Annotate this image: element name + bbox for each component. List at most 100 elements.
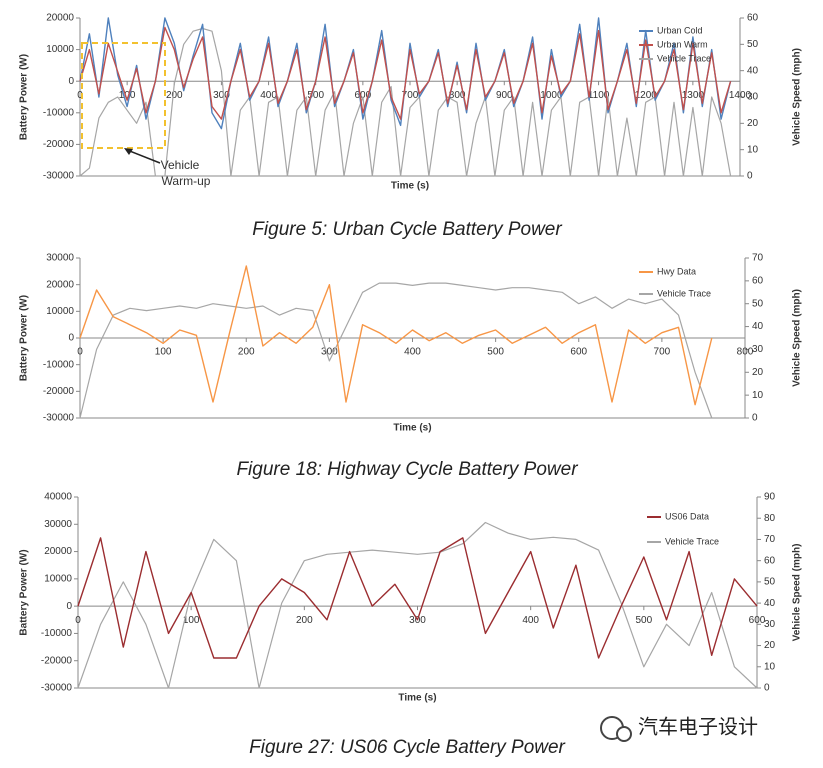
y2-tick-label: 50 (764, 577, 776, 588)
x-tick-label: 900 (496, 90, 513, 101)
chart: -30000-20000-100000100002000030000400000… (19, 492, 803, 758)
x-tick-label: 200 (296, 615, 313, 626)
y2-tick-label: 60 (747, 13, 759, 24)
x-tick-label: 1400 (729, 90, 752, 101)
series-line (79, 17, 732, 130)
y-tick-label: -30000 (43, 413, 75, 424)
annotation: Warm-up (162, 174, 211, 188)
series-line (79, 27, 732, 177)
warmup-arrow (126, 149, 161, 164)
series-line (79, 282, 713, 419)
y2-tick-label: 20 (764, 640, 776, 651)
x-tick-label: 0 (77, 90, 83, 101)
legend-label: Vehicle Trace (657, 53, 711, 63)
x-tick-label: 100 (155, 347, 172, 358)
x-tick-label: 400 (260, 90, 277, 101)
x-tick-label: 600 (355, 90, 372, 101)
watermark-text: 汽车电子设计 (638, 715, 758, 739)
y2-tick-label: 30 (764, 619, 776, 630)
legend-label: Vehicle Trace (657, 288, 711, 298)
x-tick-label: 500 (307, 90, 324, 101)
x-tick-label: 700 (402, 90, 419, 101)
x-tick-label: 100 (183, 615, 200, 626)
x-tick-label: 300 (213, 90, 230, 101)
x-tick-label: 800 (737, 347, 754, 358)
y-tick-label: 10000 (46, 44, 74, 55)
x-tick-label: 1100 (588, 90, 610, 101)
y-tick-label: 30000 (46, 253, 74, 264)
x-tick-label: 600 (749, 615, 766, 626)
legend-label: Vehicle Trace (665, 536, 719, 546)
y-tick-label: 20000 (46, 13, 74, 24)
series-line (79, 265, 713, 406)
y-axis-label: Battery Power (W) (19, 295, 30, 381)
watermark-icon (616, 726, 632, 742)
x-tick-label: 0 (75, 615, 81, 626)
y-tick-label: -30000 (43, 171, 75, 182)
series-line (77, 537, 758, 659)
y2-tick-label: 20 (752, 367, 764, 378)
x-tick-label: 700 (654, 347, 671, 358)
x-tick-label: 200 (238, 347, 255, 358)
y2-tick-label: 30 (752, 344, 764, 355)
figure-caption: Figure 5: Urban Cycle Battery Power (252, 219, 562, 240)
y-tick-label: -20000 (43, 139, 75, 150)
y2-tick-label: 50 (752, 298, 764, 309)
x-tick-label: 500 (635, 615, 652, 626)
annotation: Vehicle (161, 158, 200, 172)
series-line (77, 521, 758, 689)
y-tick-label: -20000 (41, 655, 73, 666)
y2-tick-label: 40 (752, 321, 764, 332)
y-tick-label: -10000 (41, 628, 73, 639)
y-tick-label: 10000 (44, 573, 72, 584)
x-tick-label: 600 (570, 347, 587, 358)
chart: -30000-20000-100000100002000001020304050… (19, 13, 803, 240)
y2-tick-label: 60 (752, 275, 764, 286)
x-tick-label: 300 (321, 347, 338, 358)
y2-tick-label: 90 (764, 492, 776, 503)
y2-tick-label: 10 (764, 661, 776, 672)
y2-axis-label: Vehicle Speed (mph) (792, 544, 803, 642)
warmup-box (81, 42, 166, 149)
x-axis-label: Time (s) (393, 423, 431, 434)
y-axis-label: Battery Power (W) (19, 549, 30, 635)
y2-axis-label: Vehicle Speed (mph) (792, 48, 803, 146)
legend-label: Urban Warm (657, 39, 708, 49)
y2-tick-label: 0 (752, 413, 758, 424)
y2-tick-label: 0 (747, 171, 753, 182)
y2-tick-label: 10 (752, 390, 764, 401)
y2-tick-label: 70 (764, 534, 776, 545)
x-tick-label: 1300 (682, 90, 705, 101)
chart: -30000-20000-100000100002000030000010203… (19, 253, 803, 480)
y2-tick-label: 10 (747, 144, 759, 155)
y-tick-label: 0 (68, 333, 74, 344)
y-axis-label: Battery Power (W) (19, 54, 30, 140)
x-tick-label: 100 (119, 90, 136, 101)
y-tick-label: -20000 (43, 386, 75, 397)
x-tick-label: 500 (487, 347, 504, 358)
y-tick-label: 10000 (46, 306, 74, 317)
y-tick-label: 30000 (44, 519, 72, 530)
y2-tick-label: 40 (764, 598, 776, 609)
legend-label: Hwy Data (657, 266, 696, 276)
figure-caption: Figure 27: US06 Cycle Battery Power (249, 737, 565, 758)
y-tick-label: 0 (68, 76, 74, 87)
x-axis-label: Time (s) (391, 181, 429, 192)
x-axis-label: Time (s) (398, 693, 436, 704)
warmup-arrowhead (124, 148, 133, 155)
y2-tick-label: 0 (764, 683, 770, 694)
figure-caption: Figure 18: Highway Cycle Battery Power (236, 459, 578, 480)
x-tick-label: 800 (449, 90, 466, 101)
y2-tick-label: 80 (764, 513, 776, 524)
legend-label: US06 Data (665, 511, 709, 521)
x-tick-label: 200 (166, 90, 183, 101)
y2-tick-label: 30 (747, 92, 759, 103)
x-tick-label: 1200 (635, 90, 658, 101)
y-tick-label: 0 (66, 601, 72, 612)
x-tick-label: 400 (522, 615, 539, 626)
y2-axis-label: Vehicle Speed (mph) (792, 289, 803, 387)
x-tick-label: 1000 (540, 90, 563, 101)
y2-tick-label: 50 (747, 39, 759, 50)
y-tick-label: 40000 (44, 492, 72, 503)
